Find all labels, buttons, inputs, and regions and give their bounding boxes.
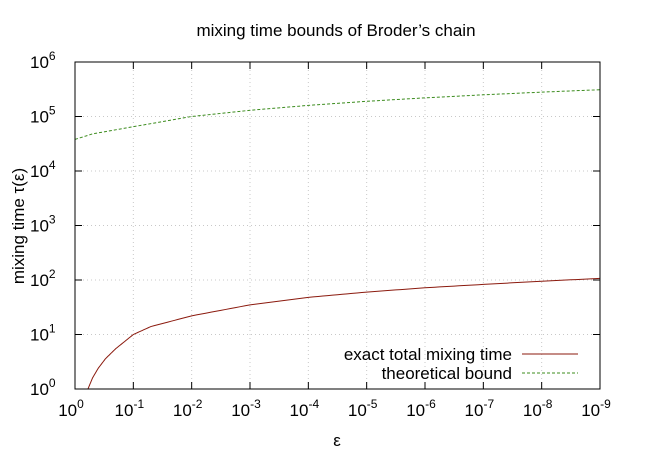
x-tick-label: 10-2 — [173, 397, 203, 420]
x-tick-label: 10-5 — [348, 397, 378, 420]
x-tick-label: 10-7 — [465, 397, 495, 420]
y-axis-label: mixing time τ(ε) — [9, 168, 28, 284]
series-lines — [74, 89, 601, 390]
y-tick-label: 104 — [30, 158, 56, 181]
x-tick-label: 10-8 — [523, 397, 553, 420]
chart-title: mixing time bounds of Broder’s chain — [196, 21, 475, 40]
y-tick-label: 106 — [30, 49, 56, 72]
y-tick-label: 102 — [30, 267, 56, 290]
grid — [75, 62, 600, 389]
legend-label: exact total mixing time — [344, 345, 512, 364]
axis-ticks: 100 10-1 10-2 10-3 10-4 10-5 10-6 10-7 10-8 10-9 1… — [30, 49, 611, 420]
series-line-2 — [74, 89, 601, 140]
y-tick-label: 101 — [30, 322, 56, 345]
x-tick-label: 10-1 — [115, 397, 145, 420]
y-tick-label: 103 — [30, 213, 56, 236]
x-tick-label: 100 — [58, 397, 84, 420]
series-line-1 — [87, 277, 601, 390]
x-tick-label: 10-4 — [290, 397, 320, 420]
x-tick-label: 10-9 — [581, 397, 611, 420]
x-axis-label: ε — [333, 431, 341, 450]
y-tick-label: 105 — [30, 104, 56, 127]
y-tick-label: 100 — [30, 376, 56, 399]
x-tick-label: 10-3 — [231, 397, 261, 420]
legend-label: theoretical bound — [382, 364, 512, 383]
plot-frame — [74, 61, 601, 390]
x-tick-label: 10-6 — [406, 397, 436, 420]
